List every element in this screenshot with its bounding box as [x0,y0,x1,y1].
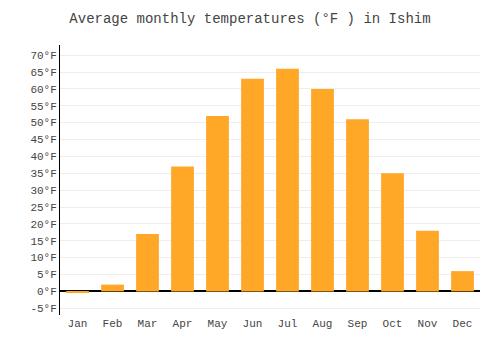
svg-text:Jul: Jul [278,318,298,330]
svg-text:Jun: Jun [243,318,263,330]
svg-text:May: May [208,318,228,330]
svg-text:45°F: 45°F [30,134,56,146]
svg-text:Aug: Aug [313,318,333,330]
svg-text:25°F: 25°F [30,202,56,214]
svg-text:0°F: 0°F [37,286,57,298]
svg-text:35°F: 35°F [30,168,56,180]
svg-text:Oct: Oct [383,318,403,330]
svg-text:20°F: 20°F [30,219,56,231]
svg-text:Average monthly temperatures (: Average monthly temperatures (°F ) in Is… [69,11,430,27]
svg-text:30°F: 30°F [30,185,56,197]
svg-text:Sep: Sep [348,318,368,330]
svg-text:Feb: Feb [103,318,123,330]
svg-text:Apr: Apr [173,318,193,330]
svg-text:40°F: 40°F [30,151,56,163]
svg-text:5°F: 5°F [37,269,57,281]
svg-text:10°F: 10°F [30,252,56,264]
svg-text:Nov: Nov [418,318,438,330]
svg-text:Dec: Dec [453,318,473,330]
svg-text:Mar: Mar [138,318,158,330]
svg-text:Jan: Jan [68,318,88,330]
svg-text:60°F: 60°F [30,84,56,96]
svg-text:65°F: 65°F [30,67,56,79]
svg-text:15°F: 15°F [30,236,56,248]
svg-text:50°F: 50°F [30,117,56,129]
svg-text:70°F: 70°F [30,50,56,62]
svg-text:55°F: 55°F [30,101,56,113]
svg-text:-5°F: -5°F [30,303,56,315]
